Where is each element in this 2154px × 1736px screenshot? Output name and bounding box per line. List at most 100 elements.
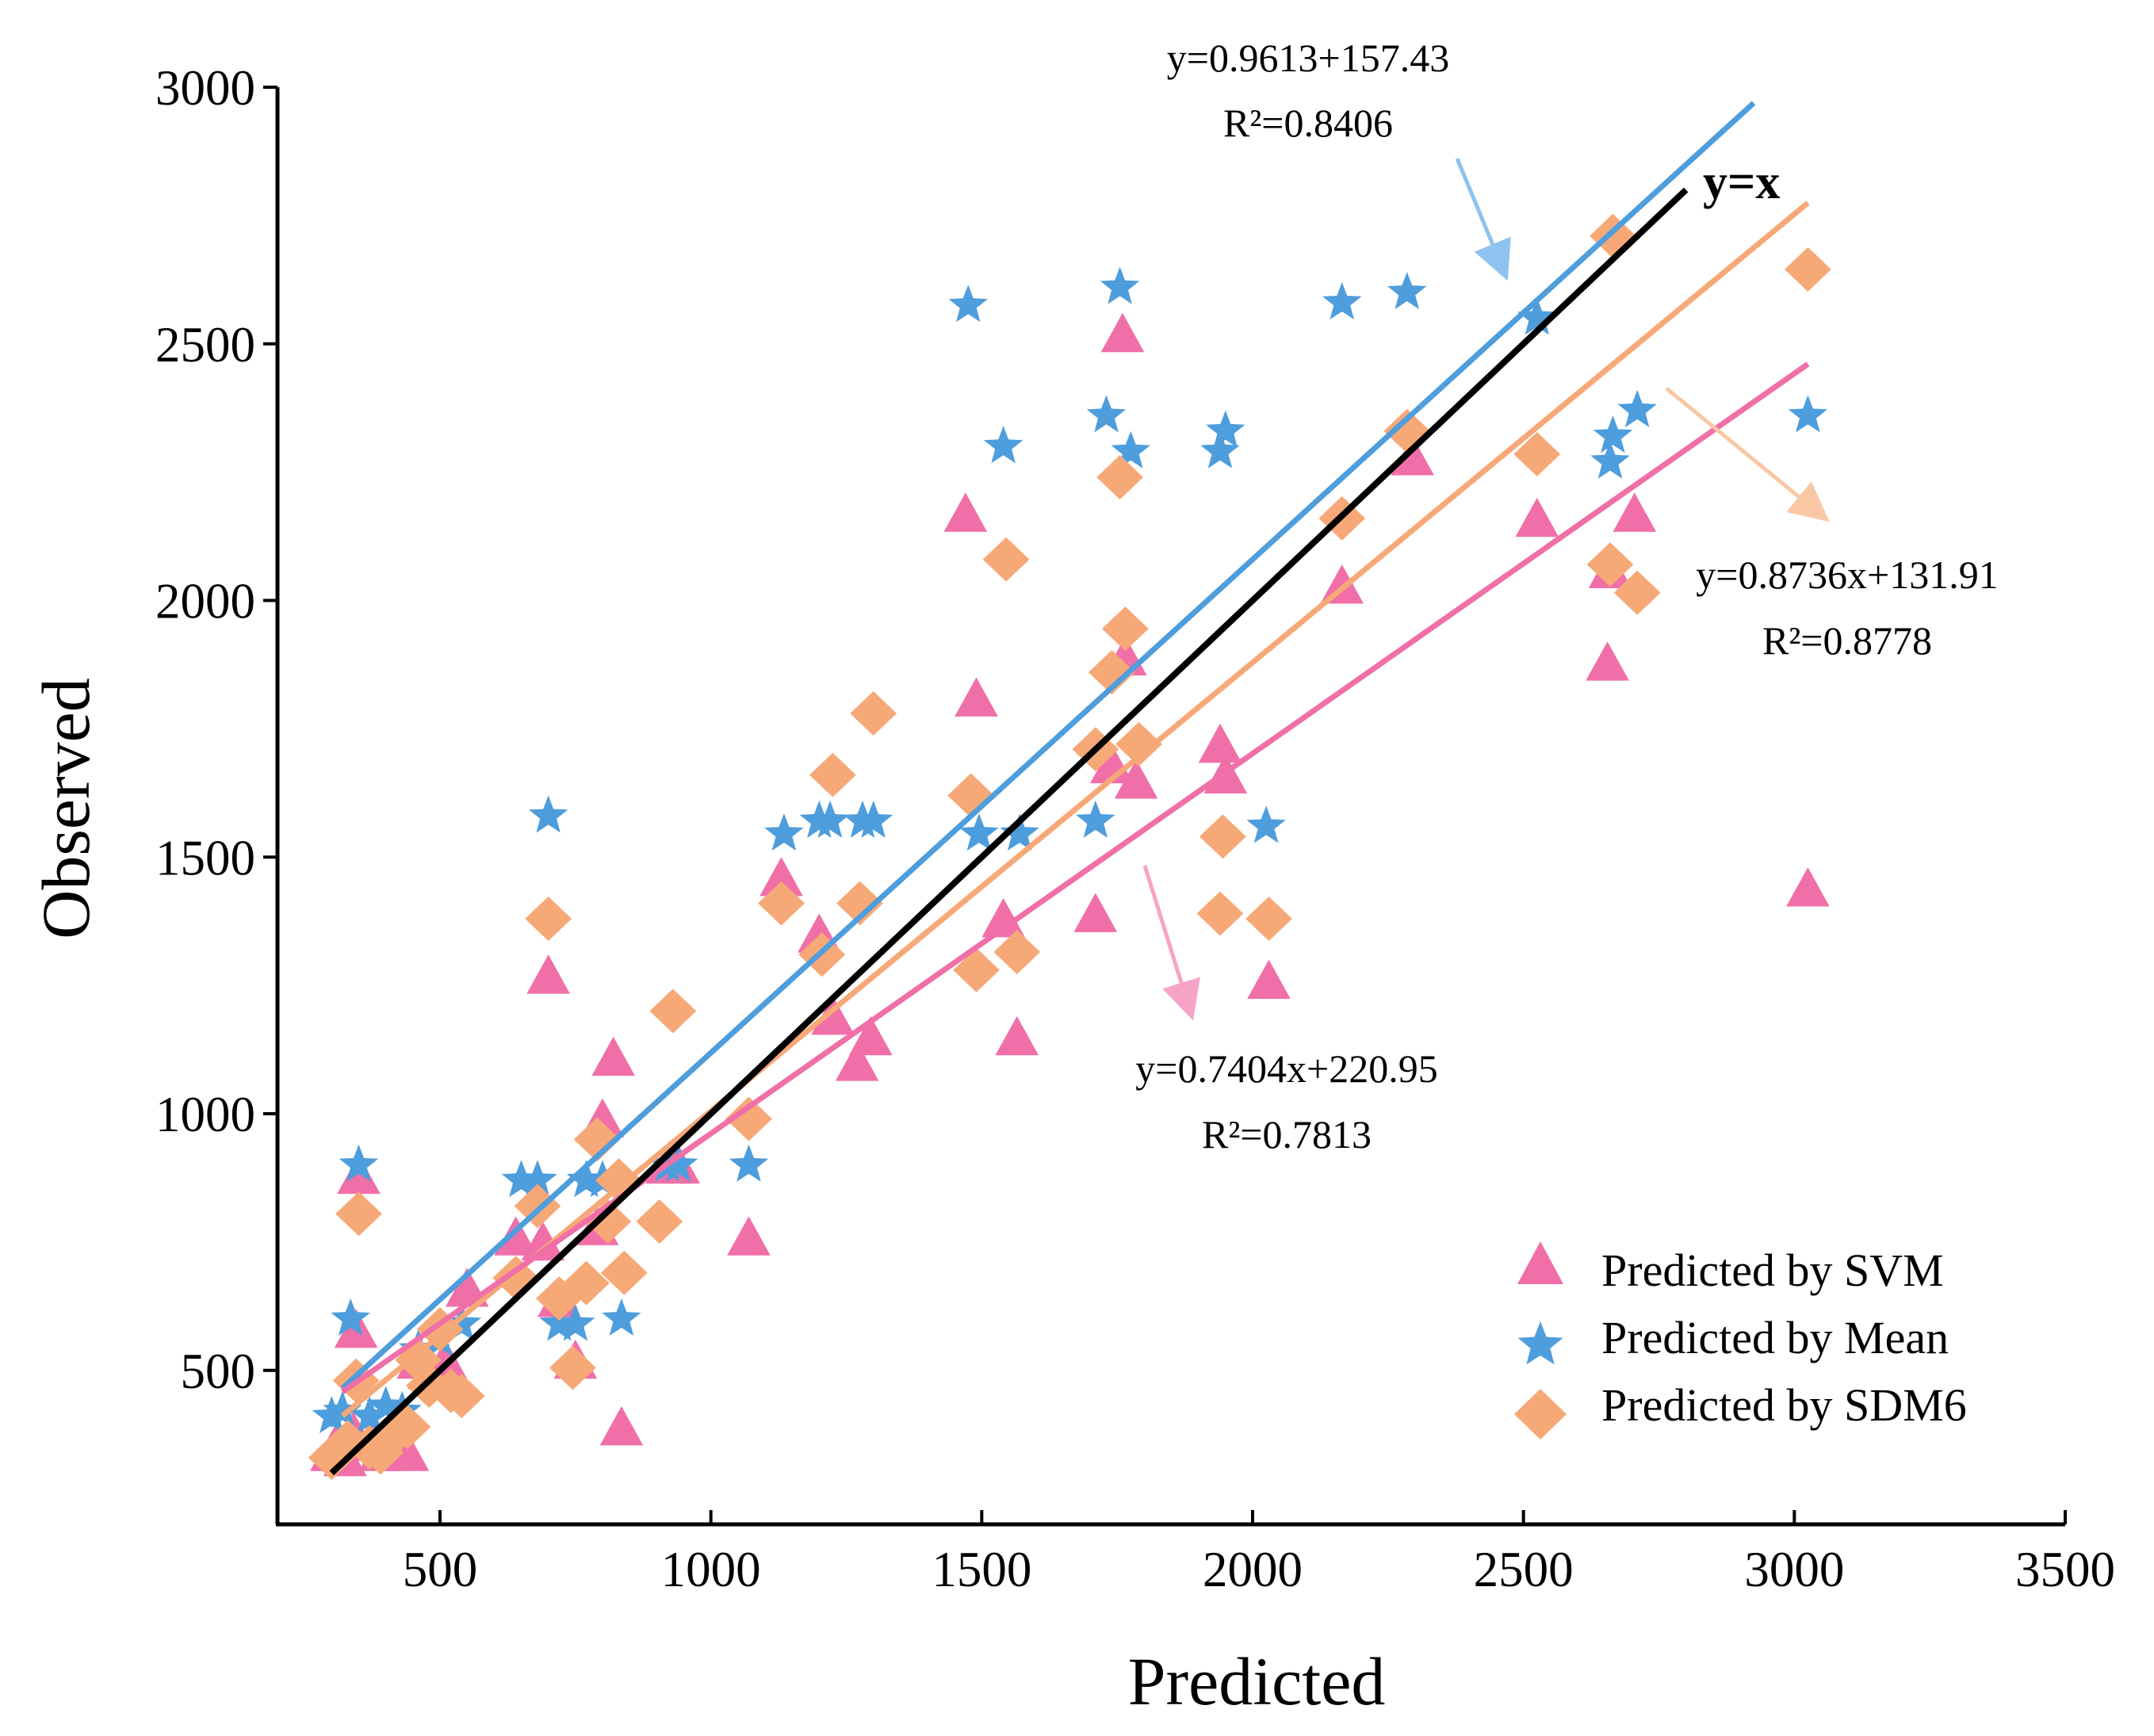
mean-annotation-arrow [1455, 158, 1511, 281]
legend-label-sdm6: Predicted by SDM6 [1601, 1379, 1967, 1431]
axes [275, 87, 2065, 1527]
identity-line-label: y=x [1703, 155, 1780, 209]
sdm6-point [1613, 570, 1661, 615]
legend-item-mean: Predicted by Mean [1517, 1312, 1949, 1365]
mean-point [1387, 272, 1427, 309]
sdm6-point [1115, 721, 1162, 767]
svm-point [1515, 497, 1559, 537]
mean-point [853, 800, 893, 838]
y-tick-label: 3000 [155, 60, 255, 116]
svm-point [955, 677, 998, 717]
sdm6-point [1088, 650, 1135, 695]
sdm6-point [636, 1199, 683, 1244]
svm-point [1247, 959, 1291, 1000]
sdm6-point [947, 773, 995, 818]
svm-point [1391, 436, 1434, 476]
svm-point [759, 857, 803, 897]
mean-point [528, 795, 568, 833]
sdm6-point [549, 1345, 596, 1390]
y-tick-label: 1500 [155, 830, 255, 885]
mean-point [339, 1144, 379, 1182]
sdm6-point [836, 881, 883, 926]
svm-point [1114, 759, 1158, 799]
sdm6-point [563, 1260, 610, 1306]
series-svm [310, 312, 1830, 1477]
x-tick-label: 2000 [1203, 1542, 1303, 1597]
svm-point [1786, 867, 1830, 907]
sdm6-point [649, 988, 697, 1034]
legend-item-sdm6: Predicted by SDM6 [1514, 1379, 1967, 1440]
svm-point [521, 1221, 565, 1261]
mean-point [1111, 430, 1150, 468]
mean-point [1322, 282, 1362, 319]
x-axis-title: Predicted [1128, 1643, 1386, 1719]
svm-point [835, 1042, 879, 1081]
sdm6-point [492, 1256, 540, 1301]
mean-point [331, 1298, 370, 1336]
sdm6-point [1513, 431, 1561, 476]
mean-fit-line [340, 101, 1756, 1390]
mean-point [350, 1396, 389, 1434]
svm-point [526, 954, 570, 994]
mean-point [1086, 395, 1127, 433]
mean-point [518, 1160, 557, 1198]
sdm6-fit-equation: y=0.8736x+131.91 [1696, 553, 1998, 597]
sdm6-point [1590, 213, 1636, 258]
y-tick-label: 1000 [155, 1087, 255, 1142]
sdm6-point [993, 930, 1041, 975]
mean-point [983, 426, 1023, 464]
sdm6-point [809, 752, 856, 797]
svm-point [1586, 641, 1629, 681]
x-tick-label: 500 [403, 1542, 478, 1597]
x-tick-label: 3500 [2015, 1542, 2115, 1597]
mean-point [1076, 800, 1115, 838]
svm-point [1613, 492, 1657, 532]
mean-point [1593, 415, 1633, 453]
fit-lines [329, 101, 1810, 1476]
mean-point [602, 1298, 641, 1336]
sdm6-point [982, 537, 1030, 582]
svm-point [995, 1015, 1039, 1056]
svm-point [727, 1216, 771, 1256]
mean-point [764, 813, 804, 851]
identity-fit-line [329, 187, 1689, 1476]
y-tick-label: 500 [181, 1344, 256, 1399]
mean-point [1788, 395, 1828, 433]
svm-point [591, 1036, 635, 1076]
sdm6-point [758, 881, 805, 926]
mean-point [1100, 266, 1140, 304]
svm-point [385, 1432, 430, 1471]
mean-point [1246, 805, 1286, 843]
svm-point [811, 995, 855, 1035]
sdm6-point [1785, 247, 1831, 292]
mean-point [810, 800, 850, 838]
mean-point [312, 1396, 352, 1434]
x-tick-label: 1000 [661, 1542, 761, 1597]
legend-diamond-icon [1514, 1389, 1567, 1440]
sdm6-point [1199, 814, 1246, 859]
sdm6-point [514, 1183, 561, 1229]
sdm6-point [850, 690, 897, 736]
svm-point [1320, 564, 1364, 604]
svm-point [1073, 893, 1118, 932]
y-tick-label: 2000 [155, 574, 255, 629]
mean-point [729, 1144, 769, 1182]
legend-label-svm: Predicted by SVM [1601, 1245, 1944, 1296]
svm-annotation-arrow [1142, 865, 1200, 1021]
svm-point [337, 1154, 381, 1195]
sdm6-point [335, 1191, 382, 1237]
sdm6-point [1586, 542, 1634, 587]
sdm6-annotation-arrow [1665, 387, 1830, 522]
sdm6-fit-line [340, 201, 1810, 1418]
svm-point [943, 492, 988, 532]
mean-point [1200, 430, 1240, 468]
sdm6-point [953, 947, 1000, 992]
svm-point [599, 1405, 644, 1446]
sdm6-point [1196, 891, 1244, 936]
sdm6-fit-r2: R²=0.8778 [1762, 618, 1932, 663]
x-tick-label: 2500 [1474, 1542, 1574, 1597]
svm-point [981, 897, 1025, 938]
x-tick-label: 3000 [1744, 1542, 1844, 1597]
mean-point [948, 285, 988, 323]
